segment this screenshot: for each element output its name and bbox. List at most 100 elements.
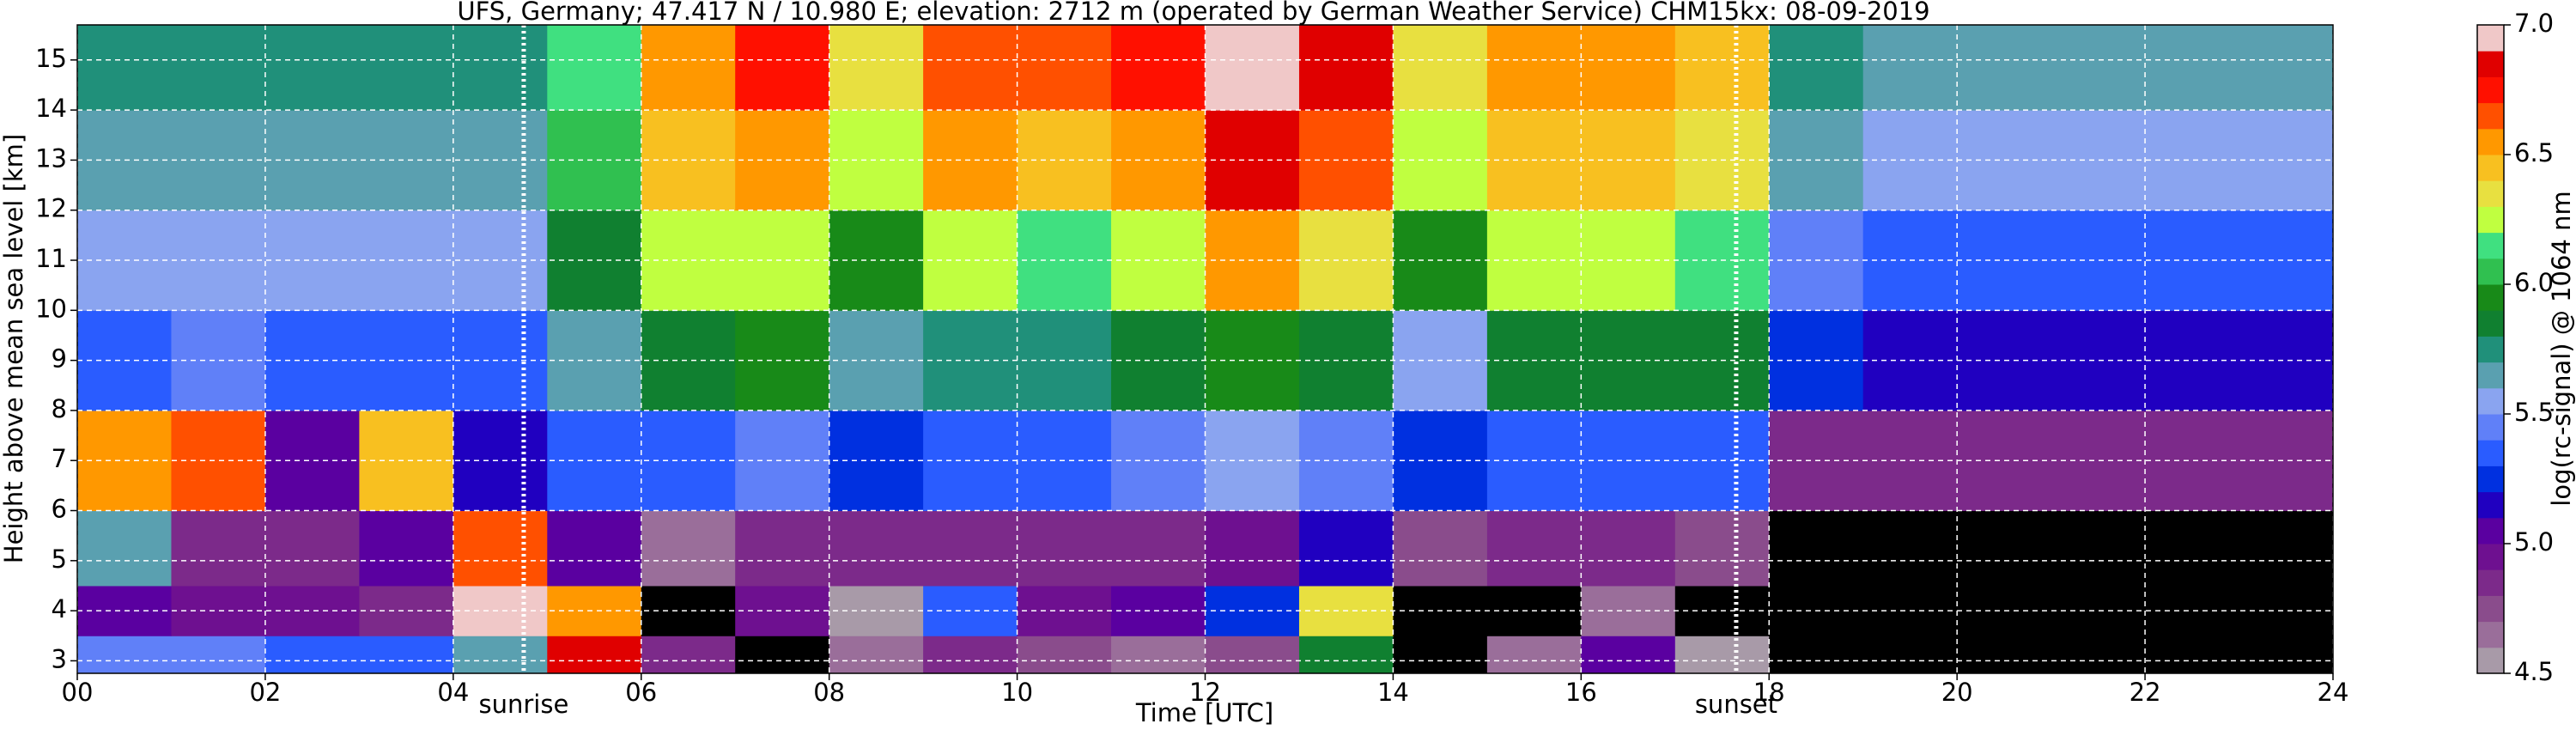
heatmap-cell	[359, 510, 454, 587]
heatmap-cell	[77, 510, 172, 587]
annotation-label: sunrise	[479, 690, 569, 719]
heatmap-cell	[359, 25, 454, 111]
colorbar-tick-label: 5.5	[2514, 398, 2554, 427]
heatmap-cell	[641, 25, 736, 111]
x-tick-label: 00	[62, 678, 94, 707]
colorbar-swatch	[2477, 206, 2504, 234]
colorbar-swatch	[2477, 128, 2504, 155]
colorbar-swatch	[2477, 647, 2504, 674]
colorbar-swatch	[2477, 232, 2504, 259]
heatmap-cell	[171, 636, 266, 674]
colorbar-swatch	[2477, 76, 2504, 104]
heatmap-cell	[2050, 25, 2146, 111]
colorbar-swatch	[2477, 414, 2504, 441]
colorbar-swatch	[2477, 310, 2504, 337]
heatmap-cell	[1111, 636, 1206, 674]
heatmap-cell	[1581, 636, 1676, 674]
x-tick-label: 14	[1377, 678, 1409, 707]
heatmap-cell	[829, 25, 924, 111]
x-tick-label: 02	[249, 678, 281, 707]
heatmap-cell	[641, 510, 736, 587]
heatmap-cell	[2145, 25, 2240, 111]
x-tick-label: 06	[625, 678, 657, 707]
y-tick-label: 15	[35, 44, 67, 73]
heatmap-cell	[1581, 510, 1676, 587]
chart-title: UFS, Germany; 47.417 N / 10.980 E; eleva…	[457, 0, 1929, 26]
x-tick-label: 08	[813, 678, 845, 707]
x-tick-label: 20	[1941, 678, 1973, 707]
heatmap-cell	[1674, 510, 1770, 587]
colorbar-tick-label: 4.5	[2514, 657, 2554, 686]
y-tick-label: 7	[52, 444, 67, 473]
heatmap-cell	[1017, 510, 1112, 587]
y-tick-label: 3	[52, 644, 67, 673]
heatmap-cell	[453, 636, 548, 674]
colorbar-swatch	[2477, 180, 2504, 207]
y-tick-label: 11	[35, 244, 67, 273]
heatmap-cell	[1298, 510, 1394, 587]
y-tick-label: 10	[35, 294, 67, 323]
heatmap-cell	[1862, 25, 1958, 111]
heatmap-cell	[1017, 636, 1112, 674]
y-tick-label: 13	[35, 143, 67, 173]
heatmap-cell	[1393, 510, 1488, 587]
heatmap-cell	[2239, 510, 2334, 587]
colorbar-tick-label: 6.0	[2514, 268, 2554, 297]
x-tick-label: 18	[1753, 678, 1785, 707]
heatmap-cell	[264, 25, 360, 111]
heatmap-cell	[547, 25, 642, 111]
heatmap-cell	[1674, 636, 1770, 674]
colorbar-frame	[2476, 24, 2505, 674]
colorbar-swatch	[2477, 621, 2504, 648]
heatmap-cell	[829, 636, 924, 674]
heatmap-cell	[1205, 25, 1300, 111]
heatmap-cell	[735, 510, 830, 587]
heatmap-cell	[2145, 636, 2240, 674]
y-axis-label: Height above mean sea level [km]	[0, 134, 28, 563]
colorbar-swatch	[2477, 544, 2504, 570]
heatmap-cell	[1862, 510, 1958, 587]
heatmap-cell	[359, 636, 454, 674]
heatmap-cell	[453, 25, 548, 111]
heatmap-cell	[264, 510, 360, 587]
y-tick-label: 12	[35, 194, 67, 223]
heatmap-cell	[1769, 510, 1864, 587]
heatmap-cell	[1486, 510, 1582, 587]
heatmap-cell	[2239, 636, 2334, 674]
heatmap-cell	[1769, 25, 1864, 111]
heatmap-cell	[1298, 636, 1394, 674]
colorbar-swatch	[2477, 284, 2504, 311]
x-tick-label: 04	[437, 678, 469, 707]
plot-frame	[76, 24, 2334, 674]
colorbar-swatch	[2477, 336, 2504, 363]
heatmap-cell	[1957, 636, 2052, 674]
y-tick-label: 4	[52, 594, 67, 624]
colorbar-swatch	[2477, 362, 2504, 389]
x-axis-label: Time [UTC]	[1135, 698, 1273, 727]
y-tick-label: 6	[52, 495, 67, 524]
heatmap-cell	[547, 636, 642, 674]
heatmap-cell	[171, 25, 266, 111]
heatmap-cell	[1393, 25, 1488, 111]
colorbar-label: log(rc-signal) @ 1064 nm	[2547, 191, 2576, 506]
heatmap-cell	[1862, 636, 1958, 674]
heatmap-cell	[1298, 25, 1394, 111]
heatmap-cell	[2050, 510, 2146, 587]
y-tick-label: 8	[52, 394, 67, 423]
heatmap-cell	[1581, 25, 1676, 111]
heatmap-cell	[1393, 636, 1488, 674]
colorbar-swatch	[2477, 102, 2504, 130]
heatmap-cell	[1205, 510, 1300, 587]
heatmap-cell	[1486, 636, 1582, 674]
colorbar-swatch	[2477, 258, 2504, 285]
heatmap-cell	[1205, 636, 1300, 674]
y-tick-label: 9	[52, 344, 67, 374]
heatmap-cell	[735, 636, 830, 674]
colorbar-swatch	[2477, 387, 2504, 415]
heatmap-cell	[2145, 510, 2240, 587]
heatmap-cell	[2050, 636, 2146, 674]
x-tick-label: 22	[2129, 678, 2161, 707]
colorbar-swatch	[2477, 517, 2504, 544]
heatmap-cell	[1957, 510, 2052, 587]
heatmap-cell	[453, 510, 548, 587]
